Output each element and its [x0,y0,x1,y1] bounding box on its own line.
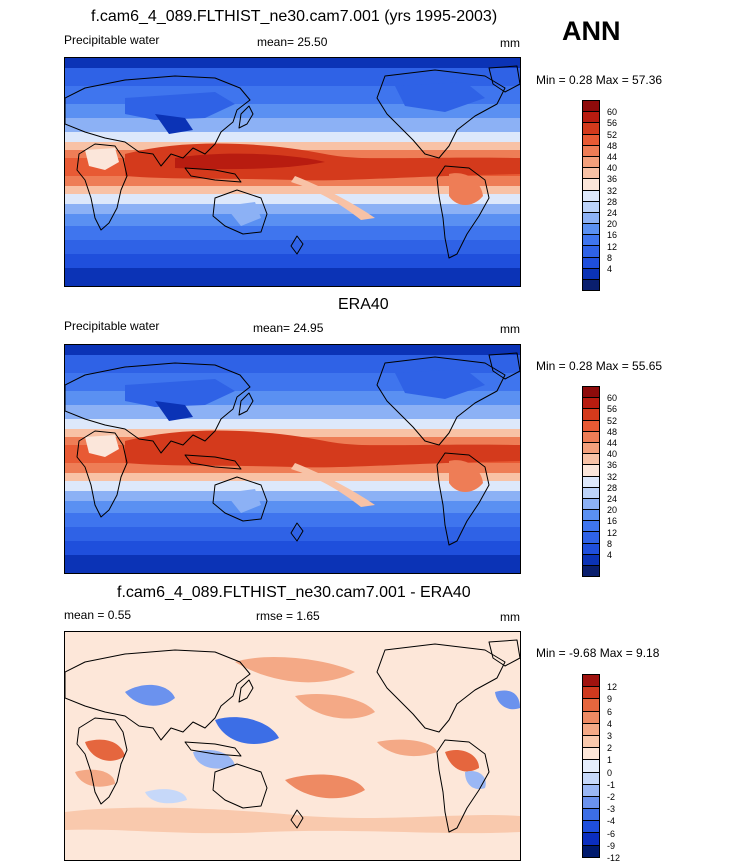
colorbar-tick-label: 60 [607,107,618,118]
colorbar-swatch [582,279,600,292]
panel-3-rmse-label: rmse = 1.65 [256,609,320,623]
colorbar-swatch [582,844,600,858]
panel-2-mean-label: mean= 24.95 [253,321,324,335]
colorbar-tick-label: 4 [607,718,613,729]
colorbar-tick-label: 48 [607,140,618,151]
colorbar-tick-label: 52 [607,415,618,426]
colorbar-tick-label: 3 [607,731,613,741]
colorbar-tick-label: -3 [607,804,616,815]
colorbar-tick-label: 24 [607,208,618,218]
colorbar-tick-label: 32 [607,471,618,482]
panel-1-title: f.cam6_4_089.FLTHIST_ne30.cam7.001 (yrs … [91,8,498,25]
colorbar-tick-label: 16 [607,516,618,527]
colorbar-tick-label: 2 [607,743,613,754]
panel-2-colorbar [582,386,600,578]
panel-1-colorbar [582,100,600,292]
colorbar-tick-label: 8 [607,252,613,263]
colorbar-tick-label: 44 [607,152,618,162]
colorbar-tick-label: 24 [607,494,618,504]
colorbar-tick-label: 40 [607,449,618,460]
panel-3-colorbar [582,674,600,858]
colorbar-tick-label: 36 [607,460,618,471]
colorbar-tick-label: -9 [607,840,616,851]
panel-1-mean-label: mean= 25.50 [257,35,328,49]
colorbar-tick-label: 32 [607,185,618,196]
colorbar-tick-label: 20 [607,219,618,230]
colorbar-tick-label: 0 [607,767,613,778]
colorbar-tick-label: 4 [607,264,613,274]
colorbar-tick-label: 4 [607,550,613,560]
panel-2-units-label: mm [500,322,520,336]
panel-1-minmax-label: Min = 0.28 Max = 57.36 [536,73,663,87]
colorbar-tick-label: 28 [607,196,618,207]
colorbar-tick-label: -12 [607,853,621,863]
colorbar-tick-label: 16 [607,230,618,241]
panel-3-map [64,631,521,861]
colorbar-tick-label: -4 [607,816,616,827]
colorbar-swatch [582,565,600,578]
panel-1-variable-label: Precipitable water [64,33,160,47]
colorbar-tick-label: 6 [607,706,613,717]
panel-2-minmax-label: Min = 0.28 Max = 55.65 [536,359,663,373]
colorbar-tick-label: -2 [607,792,616,802]
colorbar-tick-label: -6 [607,828,616,839]
colorbar-tick-label: 12 [607,527,618,538]
colorbar-tick-label: 9 [607,694,613,705]
panel-1-units-label: mm [500,36,520,50]
colorbar-tick-label: 56 [607,404,618,415]
panel-3-mean-label: mean = 0.55 [64,608,132,622]
colorbar-tick-label: -1 [607,779,616,790]
colorbar-tick-label: 8 [607,538,613,549]
colorbar-tick-label: 20 [607,505,618,516]
panel-3-units-label: mm [500,610,520,624]
panel-3-minmax-label: Min = -9.68 Max = 9.18 [536,646,660,660]
colorbar-tick-label: 12 [607,241,618,252]
panel-3-title: f.cam6_4_089.FLTHIST_ne30.cam7.001 - ERA… [117,584,471,601]
panel-2-variable-label: Precipitable water [64,319,160,333]
panel-2-map [64,344,521,574]
colorbar-tick-label: 60 [607,393,618,404]
panel-2-title: ERA40 [338,296,389,313]
colorbar-tick-label: 28 [607,482,618,493]
season-label: ANN [562,16,621,46]
colorbar-tick-label: 36 [607,174,618,185]
colorbar-tick-label: 44 [607,438,618,448]
colorbar-tick-label: 48 [607,426,618,437]
colorbar-tick-label: 12 [607,682,618,693]
colorbar-tick-label: 40 [607,163,618,174]
colorbar-tick-label: 56 [607,118,618,129]
panel-1-map [64,57,521,287]
colorbar-tick-label: 52 [607,129,618,140]
colorbar-tick-label: 1 [607,755,613,766]
